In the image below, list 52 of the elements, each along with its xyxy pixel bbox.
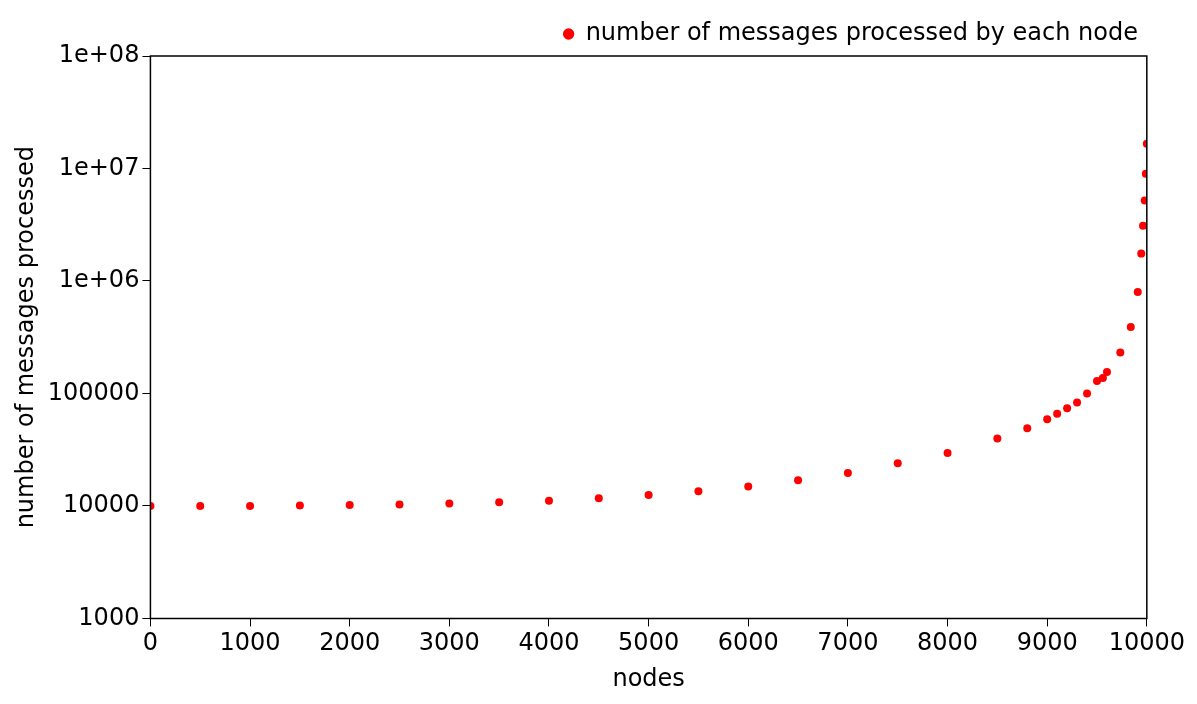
x-axis-title: nodes [612, 663, 685, 692]
point [495, 498, 504, 507]
y-axis-title: number of messages processed [10, 146, 39, 529]
point [1093, 377, 1102, 385]
point [943, 448, 952, 457]
point [1137, 249, 1146, 258]
x-tick-label: 4000 [518, 628, 580, 657]
point [395, 500, 404, 509]
x-tick-label: 0 [142, 628, 159, 657]
point [1133, 287, 1142, 296]
y-tick-label: 1e+06 [58, 265, 140, 294]
x-tick-label: 9000 [1016, 628, 1078, 657]
point [744, 482, 753, 491]
x-tick-label: 3000 [418, 628, 480, 657]
point [1098, 374, 1107, 383]
x-tick-label: 10000 [1108, 628, 1186, 657]
y-tick-label: 100000 [47, 377, 140, 406]
point [246, 501, 255, 510]
point [295, 501, 304, 510]
point [1023, 424, 1032, 433]
x-tick-label: 7000 [817, 628, 879, 657]
point [1140, 196, 1147, 205]
point [544, 496, 553, 505]
point [445, 499, 454, 508]
point [1139, 221, 1147, 230]
x-tick-label: 2000 [319, 628, 381, 657]
x-tick-label: 6000 [717, 628, 779, 657]
point [893, 459, 902, 468]
x-tick-label: 5000 [618, 628, 680, 657]
point [345, 500, 354, 509]
point [1116, 348, 1125, 357]
point [993, 434, 1002, 443]
point [694, 487, 703, 496]
point [1053, 409, 1062, 418]
y-tick-label: 10000 [63, 490, 140, 519]
point [594, 494, 603, 503]
point [1073, 398, 1082, 407]
point [644, 491, 653, 500]
point [1083, 389, 1092, 398]
y-tick-label: 1e+07 [58, 152, 140, 181]
x-tick-label: 1000 [219, 628, 281, 657]
y-tick-label: 1e+08 [58, 40, 140, 69]
point [794, 476, 803, 485]
point [1063, 404, 1072, 413]
point [1043, 415, 1052, 424]
point [1102, 368, 1111, 377]
point [196, 501, 205, 510]
x-tick-label: 8000 [917, 628, 979, 657]
y-tick-label: 1000 [78, 602, 140, 631]
legend-label: number of messages processed by each node [585, 18, 1138, 47]
point [1126, 322, 1135, 331]
point [843, 469, 852, 478]
